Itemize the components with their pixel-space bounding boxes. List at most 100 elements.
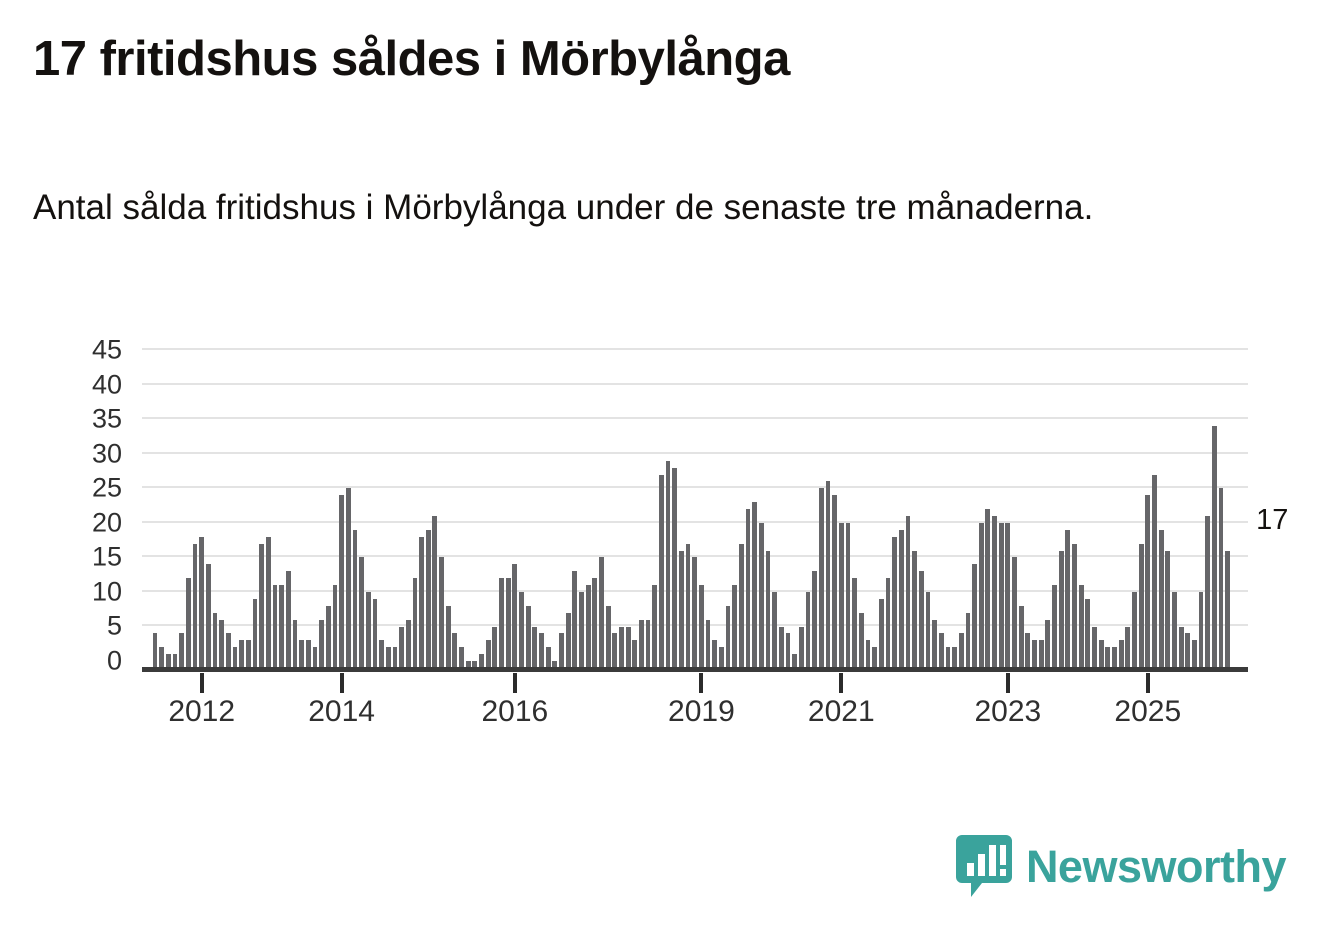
bar xyxy=(732,585,738,668)
bar xyxy=(252,598,258,668)
bar xyxy=(685,543,691,668)
bar xyxy=(1125,626,1131,668)
bar xyxy=(399,626,404,668)
bar xyxy=(319,619,325,668)
bar xyxy=(192,543,198,668)
bar xyxy=(738,543,744,668)
bar xyxy=(619,626,624,668)
bar xyxy=(639,619,644,668)
bar xyxy=(1132,591,1137,668)
bar-series xyxy=(142,357,1248,668)
y-axis-tick-label: 35 xyxy=(91,403,122,434)
gridline xyxy=(142,486,1248,489)
y-axis-tick-label: 40 xyxy=(91,369,122,400)
x-axis-ticks xyxy=(142,673,1248,695)
bar xyxy=(1032,640,1037,668)
bar xyxy=(485,640,491,668)
y-axis-tick-label: 5 xyxy=(106,610,122,641)
bar xyxy=(212,612,218,668)
bar xyxy=(632,640,638,668)
bar xyxy=(1078,585,1084,668)
bar xyxy=(625,626,631,668)
bar xyxy=(758,522,764,668)
bar xyxy=(592,578,598,668)
bar xyxy=(978,522,984,668)
bar xyxy=(965,612,971,668)
y-axis-tick-label: 30 xyxy=(91,438,122,469)
x-axis-tick-label: 2025 xyxy=(1114,695,1182,728)
bar xyxy=(372,598,378,668)
bar xyxy=(1145,495,1151,668)
bar xyxy=(185,578,191,668)
bar xyxy=(579,591,584,668)
bar xyxy=(1172,591,1177,668)
page-title: 17 fritidshus såldes i Mörbylånga xyxy=(33,32,790,86)
bar xyxy=(419,536,424,668)
bar xyxy=(232,647,238,668)
bar xyxy=(1165,550,1171,668)
bar-chart-speech-bubble-icon xyxy=(955,835,1012,897)
bar xyxy=(1138,543,1144,668)
bar xyxy=(725,605,731,668)
bar xyxy=(645,619,651,668)
bar xyxy=(1118,640,1124,668)
bar xyxy=(858,612,864,668)
bar xyxy=(1072,543,1077,668)
bar xyxy=(172,654,178,668)
x-axis-tick-label: 2016 xyxy=(481,695,549,728)
bar xyxy=(299,640,305,668)
bar xyxy=(205,564,211,668)
y-axis-tick-label: 15 xyxy=(91,541,122,572)
bar xyxy=(652,585,658,668)
x-axis-tick-label: 2023 xyxy=(974,695,1042,728)
bar xyxy=(599,557,604,668)
bar xyxy=(1025,633,1031,668)
bar xyxy=(565,612,571,668)
gridline xyxy=(142,417,1248,420)
bar xyxy=(365,591,371,668)
x-axis-tick xyxy=(339,673,344,693)
bar xyxy=(432,515,438,668)
bar xyxy=(818,488,824,668)
bar xyxy=(772,591,778,668)
bar xyxy=(479,654,484,668)
bar xyxy=(805,591,811,668)
y-axis-tick-label: 0 xyxy=(106,645,122,676)
bar xyxy=(159,647,165,668)
bar xyxy=(505,578,511,668)
bar xyxy=(245,640,251,668)
bar xyxy=(525,605,531,668)
bar xyxy=(1178,626,1184,668)
bar xyxy=(539,633,544,668)
bar xyxy=(972,564,977,668)
bar xyxy=(1045,619,1051,668)
bar xyxy=(1085,598,1091,668)
bar xyxy=(499,578,504,668)
bar xyxy=(918,571,924,668)
bar xyxy=(798,626,804,668)
bar xyxy=(1018,605,1024,668)
bar xyxy=(279,585,285,668)
bar xyxy=(752,502,758,668)
bar xyxy=(745,509,751,668)
bar xyxy=(199,536,205,668)
bar xyxy=(825,481,831,668)
x-axis-tick xyxy=(839,673,844,693)
bar xyxy=(259,543,265,668)
bar xyxy=(239,640,245,668)
bar xyxy=(1092,626,1097,668)
bar xyxy=(519,591,524,668)
bar xyxy=(572,571,578,668)
bar xyxy=(952,647,957,668)
bar xyxy=(152,633,158,668)
bar xyxy=(512,564,518,668)
bar xyxy=(712,640,718,668)
bar xyxy=(352,529,358,668)
bar xyxy=(1065,529,1071,668)
bar xyxy=(692,557,698,668)
x-axis-tick-label: 2021 xyxy=(807,695,875,728)
bar xyxy=(1192,640,1197,668)
bar xyxy=(412,578,418,668)
bar xyxy=(272,585,278,668)
bar xyxy=(912,550,917,668)
